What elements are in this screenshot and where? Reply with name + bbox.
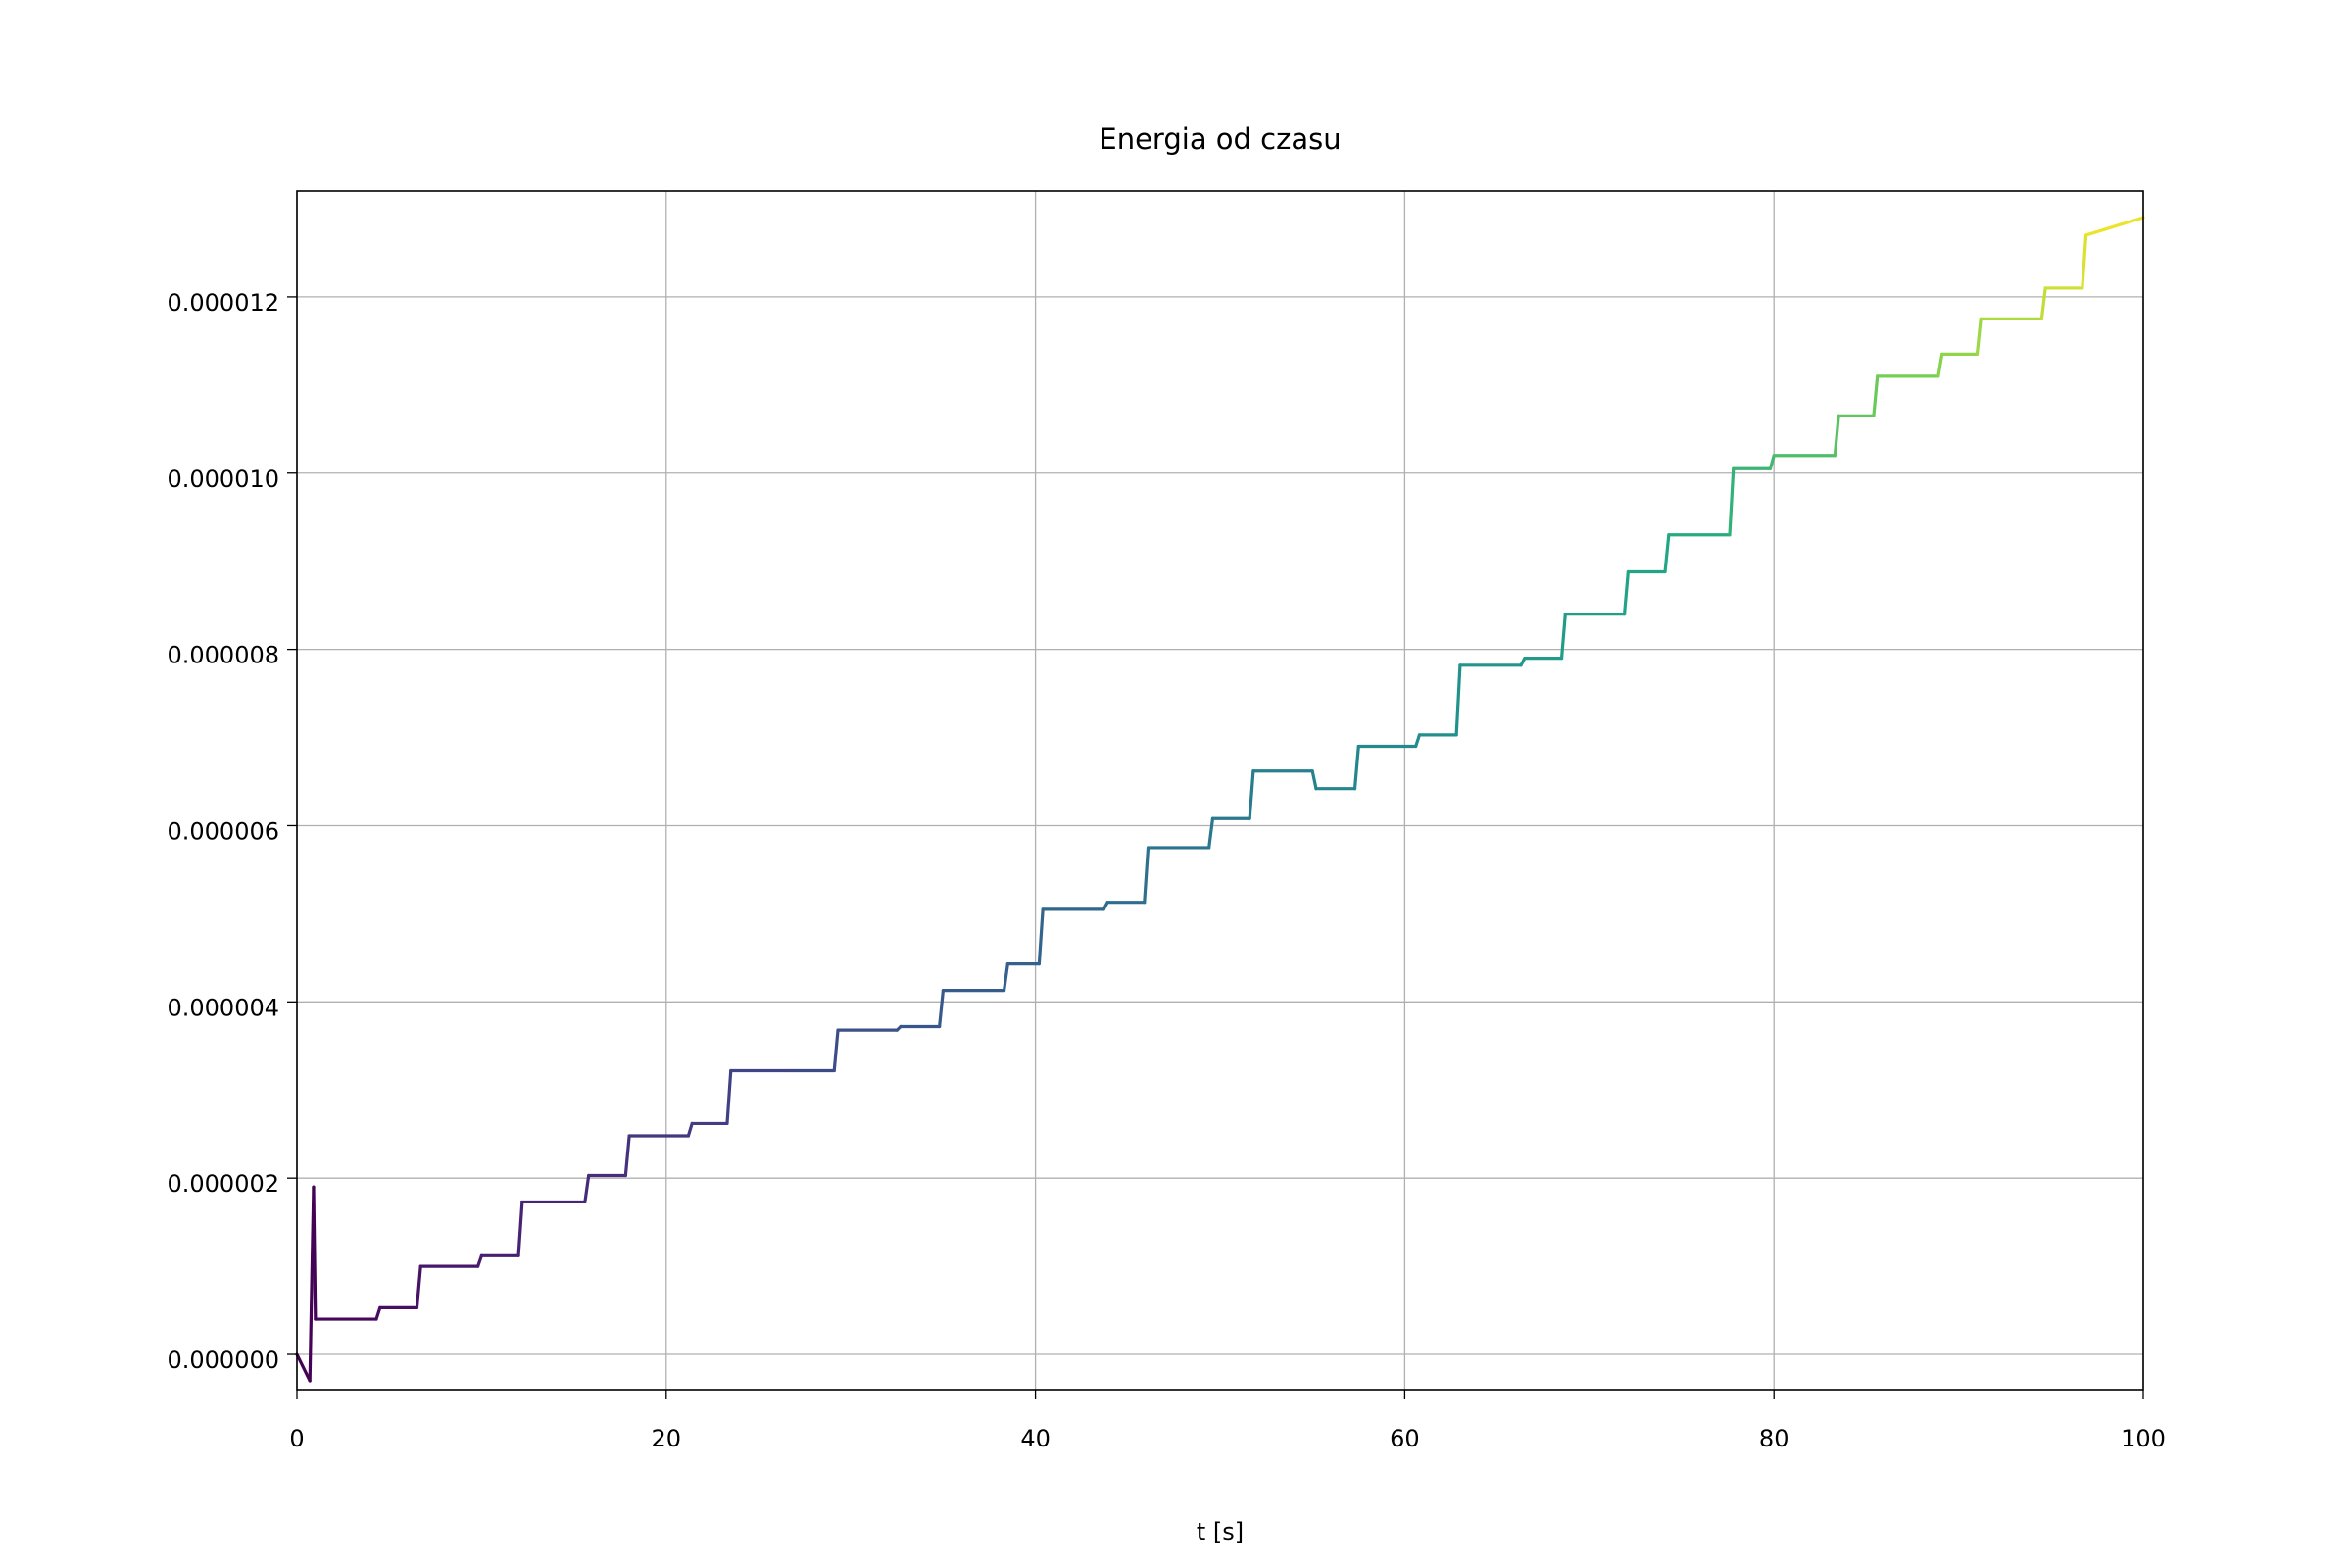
y-tick-label: 0.000010 bbox=[167, 466, 279, 493]
series-segment bbox=[415, 1264, 422, 1309]
series-segment bbox=[1037, 907, 1045, 966]
y-axis-ticks: 0.000000 0.000002 0.000004 0.000006 0.000008… bbox=[167, 289, 297, 1374]
plot-frame bbox=[296, 190, 2144, 1391]
series-segment bbox=[1414, 733, 1422, 749]
series-segment bbox=[295, 1352, 312, 1383]
series-segment bbox=[1728, 466, 1736, 537]
x-axis-label: t [s] bbox=[1197, 1518, 1244, 1545]
series-segment bbox=[1936, 352, 1944, 378]
series-segment bbox=[1352, 744, 1360, 791]
series-segment bbox=[516, 1200, 524, 1257]
y-tick-label: 0.000002 bbox=[167, 1170, 279, 1198]
series-segment bbox=[2039, 286, 2047, 320]
series-segment bbox=[1559, 612, 1567, 661]
series-segment bbox=[312, 1185, 318, 1321]
series-segment bbox=[1002, 962, 1009, 993]
series-segment bbox=[725, 1068, 733, 1126]
x-tick-label: 80 bbox=[1759, 1425, 1789, 1452]
x-tick-label: 60 bbox=[1390, 1425, 1420, 1452]
series-segment bbox=[1454, 663, 1462, 737]
series-segment bbox=[686, 1121, 694, 1138]
series-segment bbox=[1833, 414, 1840, 458]
series-segment bbox=[832, 1028, 840, 1073]
y-tick-label: 0.000008 bbox=[167, 642, 279, 669]
series-segment bbox=[1768, 454, 1776, 470]
y-tick-label: 0.000006 bbox=[167, 817, 279, 845]
series-segment bbox=[938, 989, 946, 1029]
series-segment bbox=[476, 1253, 483, 1268]
series-segment bbox=[1143, 846, 1151, 905]
x-tick-label: 20 bbox=[652, 1425, 682, 1452]
series-segment bbox=[1872, 374, 1880, 417]
series-segment bbox=[2083, 216, 2145, 237]
series-segment bbox=[1975, 317, 1983, 356]
x-tick-label: 0 bbox=[289, 1425, 304, 1452]
series-segment bbox=[374, 1305, 382, 1321]
x-axis-ticks: 0 20 40 60 80 100 bbox=[289, 1390, 2166, 1452]
grid-lines bbox=[296, 191, 2144, 1390]
series-segment bbox=[1207, 816, 1215, 850]
series-segment bbox=[1663, 533, 1671, 574]
y-tick-label: 0.000000 bbox=[167, 1347, 279, 1374]
y-tick-label: 0.000004 bbox=[167, 994, 279, 1021]
series-segment bbox=[2081, 233, 2088, 290]
series-segment bbox=[1622, 569, 1630, 616]
y-tick-label: 0.000012 bbox=[167, 289, 279, 317]
series-segment bbox=[1310, 769, 1318, 791]
x-tick-label: 40 bbox=[1020, 1425, 1051, 1452]
series-segment bbox=[583, 1173, 591, 1204]
x-tick-label: 100 bbox=[2121, 1425, 2166, 1452]
chart-title: Energia od czasu bbox=[1099, 122, 1341, 156]
energy-series bbox=[295, 216, 2145, 1383]
series-segment bbox=[623, 1134, 631, 1178]
series-segment bbox=[1248, 769, 1255, 820]
